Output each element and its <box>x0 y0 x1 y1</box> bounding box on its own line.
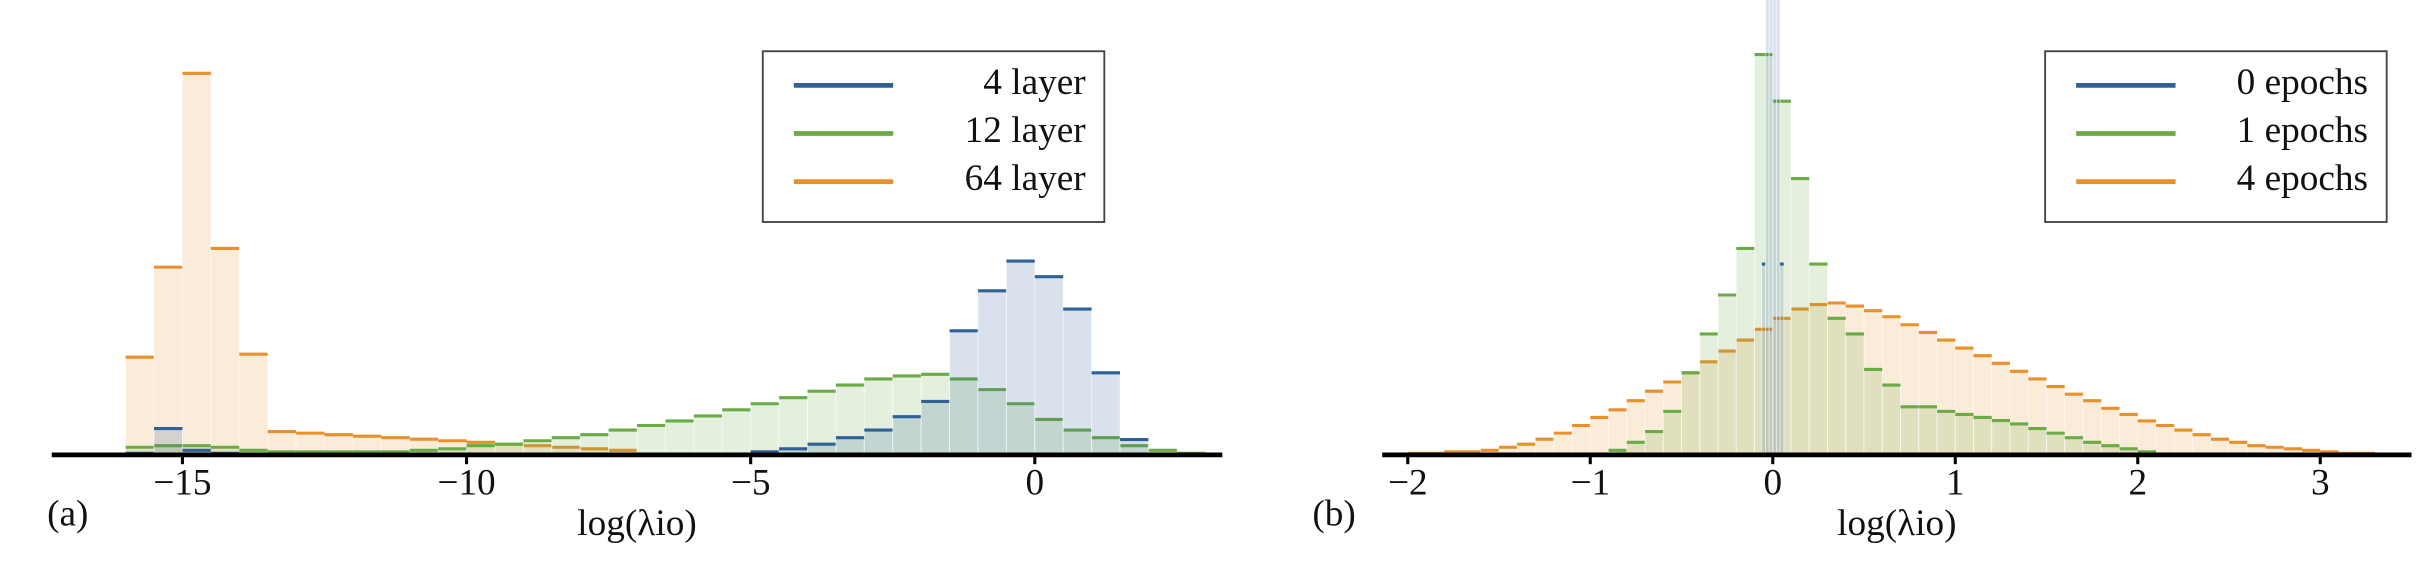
histogram-bar <box>835 384 865 455</box>
x-tick-label: 0 <box>1763 462 1782 503</box>
histogram-bar <box>2210 438 2230 455</box>
histogram-bar <box>863 378 894 455</box>
histogram-bar <box>1900 406 1920 455</box>
histogram-bar <box>1005 260 1036 455</box>
x-tick-label: 0 <box>1025 462 1044 503</box>
histogram-bar <box>153 266 183 455</box>
histogram-bar <box>579 434 610 455</box>
histogram-bar <box>1091 372 1121 455</box>
histogram-bar <box>1717 294 1737 455</box>
histogram-bar <box>2192 434 2212 455</box>
histogram-bar <box>1589 417 1609 455</box>
histogram-bar <box>750 403 780 455</box>
histogram-bar <box>1765 0 1770 455</box>
histogram-bar <box>1918 406 1938 455</box>
legend-label: 4 layer <box>983 62 1086 103</box>
legend-label: 12 layer <box>965 110 1087 151</box>
histogram-bar <box>1772 0 1777 455</box>
chart-panel: −15 −10 −5 0 log(λio) (a) 4 layer 12 layer 64 la… <box>47 50 1223 544</box>
histogram-bar <box>863 429 894 455</box>
histogram-bar <box>1863 368 1883 455</box>
histogram-bar <box>1827 317 1847 455</box>
histogram-bar <box>2137 420 2157 455</box>
histogram-bar <box>1571 425 1591 455</box>
histogram-bar <box>1735 247 1755 455</box>
x-tick-label: 3 <box>2311 462 2330 503</box>
histogram-bar <box>1881 384 1901 455</box>
histogram-bar <box>1644 431 1664 455</box>
histogram-bar <box>238 353 269 455</box>
histogram-bar <box>721 409 752 455</box>
histogram-bar <box>1062 308 1093 455</box>
histogram-bar <box>778 397 808 455</box>
histogram-bar <box>1790 178 1810 455</box>
plot-area <box>1407 0 2376 455</box>
legend-box <box>2044 50 2388 223</box>
x-tick-label: −1 <box>1570 462 1610 503</box>
histogram-bar <box>892 416 922 455</box>
histogram-bar <box>1662 410 1682 455</box>
histogram-bar <box>2064 437 2084 455</box>
x-axis-label: log(λio) <box>1837 503 1956 544</box>
histogram-bar <box>1768 0 1774 455</box>
histogram-bar <box>1845 333 1865 455</box>
histogram-bar <box>1991 420 2011 455</box>
histogram-bar <box>1005 403 1036 455</box>
histogram-bar <box>181 72 212 455</box>
histogram-bar <box>636 425 666 455</box>
histogram-bar <box>977 290 1007 455</box>
x-tick-label: 1 <box>1946 462 1965 503</box>
x-tick-label: −2 <box>1388 462 1428 503</box>
histogram-bar <box>1761 263 1766 455</box>
legend-label: 1 epochs <box>2237 110 2368 151</box>
legend-box <box>761 50 1106 223</box>
histogram-bar <box>1535 438 1555 455</box>
histogram-bar <box>1779 263 1785 455</box>
histogram-bar <box>1699 333 1719 455</box>
histogram-bar <box>1808 263 1828 455</box>
chart-panel: −2 −1 0 1 2 3 log(λio) (b) 0 epochs 1 epochs 4 epo… <box>1312 0 2412 544</box>
histogram-bar <box>2155 425 2175 455</box>
histogram-bar <box>1034 276 1064 455</box>
histogram-bar <box>920 400 951 455</box>
legend-label: 4 epochs <box>2237 158 2368 199</box>
x-tick-label: −10 <box>437 462 495 503</box>
histogram-bar <box>608 429 638 455</box>
histogram-bar <box>2009 423 2029 455</box>
panel-label: (a) <box>47 494 88 535</box>
histogram-bar <box>1553 432 1573 455</box>
histogram-bar <box>1775 0 1781 455</box>
x-tick-label: −15 <box>153 462 211 503</box>
legend-label: 64 layer <box>965 158 1087 199</box>
histogram-bar <box>2173 429 2193 455</box>
histogram-bar <box>2027 428 2047 455</box>
x-axis-label: log(λio) <box>577 503 696 544</box>
histogram-bar <box>835 437 865 455</box>
x-tick-label: −5 <box>731 462 771 503</box>
histogram-bar <box>210 247 240 455</box>
histogram-bar <box>1954 413 1974 455</box>
legend-label: 0 epochs <box>2237 62 2368 103</box>
histogram-bar <box>693 415 723 455</box>
histogram-bar <box>551 437 581 455</box>
histogram-bar <box>153 428 183 455</box>
histogram-bar <box>1936 410 1956 455</box>
histogram-bar <box>2046 432 2066 455</box>
histogram-bar <box>664 420 695 455</box>
x-tick-label: 2 <box>2128 462 2147 503</box>
histogram-bar <box>1973 417 1993 455</box>
histogram-bar <box>949 330 979 455</box>
histogram-bar <box>1681 372 1701 455</box>
histogram-bar <box>125 356 155 455</box>
histogram-bar <box>1608 409 1628 455</box>
panel-label: (b) <box>1312 494 1355 535</box>
